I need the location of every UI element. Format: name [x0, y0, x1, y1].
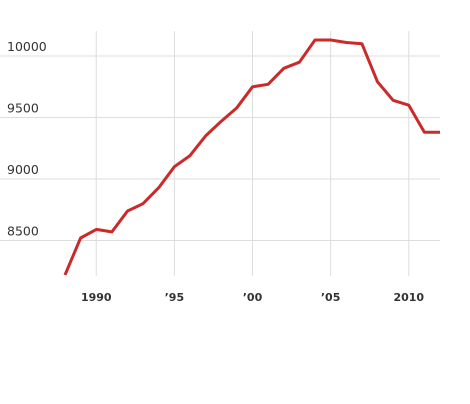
y-tick-label: 9000 [7, 162, 39, 177]
x-tick-label: ’00 [243, 291, 263, 304]
y-tick-label: 10000 [7, 39, 47, 54]
x-tick-label: 1990 [81, 291, 112, 304]
x-tick-label: ’95 [165, 291, 185, 304]
series-line [63, 38, 440, 276]
y-tick-label: 9500 [7, 101, 39, 116]
y-axis-tick-labels: 8500 9000 9500 10000 [7, 39, 47, 239]
series-lines [63, 38, 440, 276]
x-tick-label: ’05 [321, 291, 341, 304]
gridlines [0, 31, 440, 276]
x-tick-label: 2010 [393, 291, 424, 304]
x-axis-tick-labels: 1990 ’95 ’00 ’05 2010 [81, 291, 424, 304]
y-tick-label: 8500 [7, 224, 39, 239]
